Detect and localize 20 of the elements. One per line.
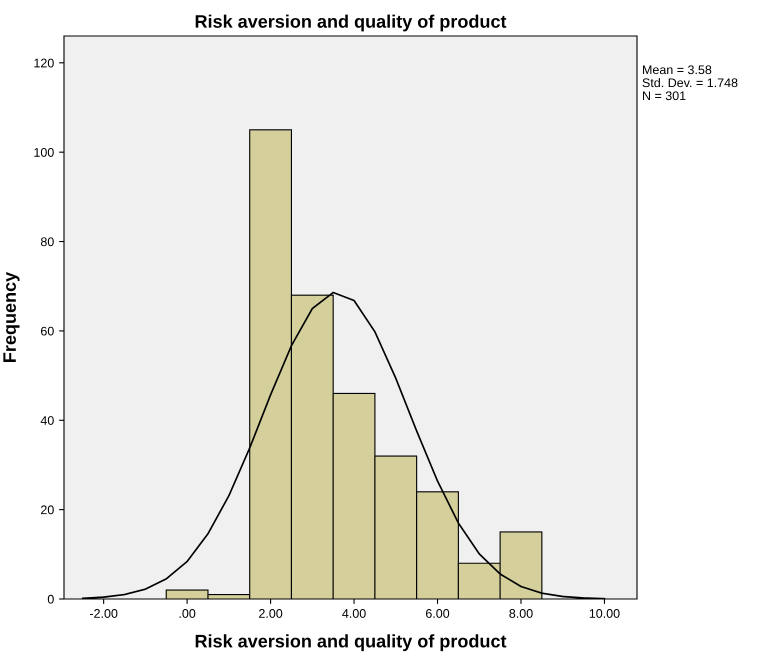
y-tick-label: 0: [48, 594, 54, 604]
y-tick-label: 60: [41, 326, 54, 336]
x-tick-label: 2.00: [259, 609, 282, 618]
x-tick-label: 6.00: [426, 609, 450, 618]
x-axis-title: Risk aversion and quality of product: [196, 634, 506, 652]
text: Std. Dev. = 1.748: [642, 78, 738, 88]
y-tick-label: 120: [34, 58, 54, 68]
chart-title: Risk aversion and quality of product: [196, 14, 506, 32]
x-tick-label: 8.00: [509, 609, 533, 618]
y-tick-label: 40: [40, 416, 54, 425]
y-axis-title: Frequency: [3, 272, 20, 362]
text: N = 301: [643, 91, 686, 100]
y-tick-label: 100: [34, 148, 54, 157]
x-tick-label: 10.00: [590, 609, 620, 618]
y-tick-label: 20: [41, 505, 54, 514]
x-tick-label: 4.00: [342, 609, 366, 618]
x-tick-label: -2.00: [90, 609, 118, 618]
text: Mean = 3.58: [643, 65, 712, 74]
x-tick-label: .00: [180, 609, 196, 618]
y-tick-label: 80: [40, 237, 54, 246]
